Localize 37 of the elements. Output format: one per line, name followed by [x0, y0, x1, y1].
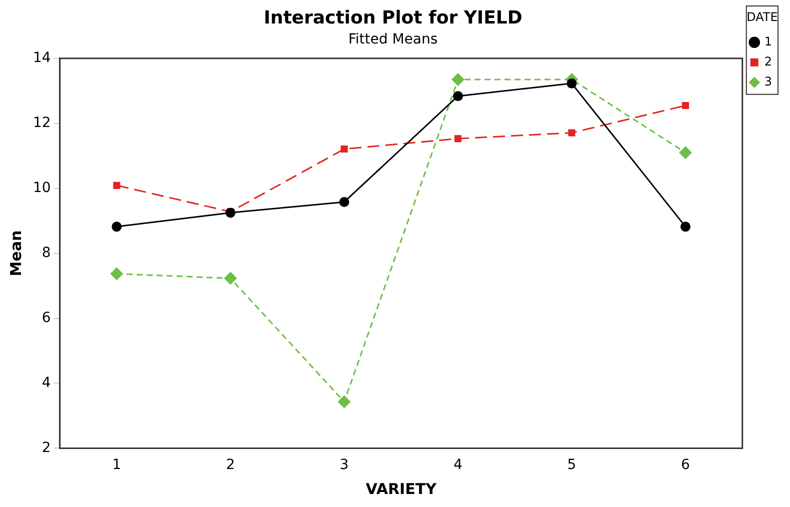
point	[112, 222, 122, 232]
point	[566, 78, 577, 88]
point	[682, 102, 690, 110]
x-tick-label: 2	[226, 457, 235, 474]
point	[680, 222, 690, 232]
legend-label: 2	[764, 54, 772, 69]
point	[225, 208, 236, 218]
point	[454, 135, 462, 142]
x-tick-label: 6	[681, 457, 690, 474]
x-axis-title: VARIETY	[366, 480, 438, 498]
point	[340, 145, 348, 153]
point	[113, 182, 120, 189]
point	[110, 267, 124, 280]
x-tick-label: 4	[454, 457, 463, 474]
point	[338, 395, 351, 408]
point	[568, 129, 576, 136]
chart-subtitle: Fitted Means	[348, 32, 438, 48]
legend-title: DATE	[746, 10, 778, 24]
point	[451, 73, 464, 86]
point	[452, 91, 463, 102]
x-tick-label: 1	[112, 457, 122, 474]
y-axis-title: Mean	[6, 230, 25, 276]
y-tick-label: 8	[42, 244, 51, 261]
y-tick-label: 4	[42, 374, 51, 391]
legend-label: 1	[764, 34, 772, 49]
x-tick-label: 5	[567, 457, 576, 474]
legend-label: 3	[764, 74, 772, 89]
point	[678, 146, 692, 160]
x-tick-label: 3	[340, 457, 349, 474]
chart-title: Interaction Plot for YIELD	[264, 7, 522, 28]
y-tick-label: 6	[42, 310, 51, 326]
y-tick-label: 10	[32, 180, 51, 196]
y-tick-label: 12	[32, 115, 51, 132]
point	[339, 196, 350, 207]
y-tick-label: 2	[42, 440, 51, 456]
point	[224, 272, 237, 285]
y-tick-label: 14	[32, 50, 51, 66]
